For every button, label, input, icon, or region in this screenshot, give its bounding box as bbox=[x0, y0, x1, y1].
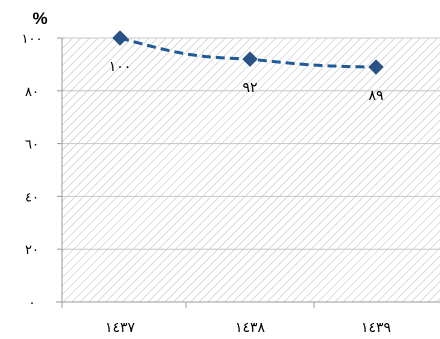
y-tick-label: ١٠٠ bbox=[22, 32, 43, 47]
y-tick-label: ٦٠ bbox=[25, 138, 39, 153]
x-tick-labels: ١٤٣٧ ١٤٣٨ ١٤٣٩ bbox=[105, 320, 391, 336]
y-tick-labels: ٠ ٢٠ ٤٠ ٦٠ ٨٠ ١٠٠ bbox=[22, 32, 43, 311]
x-tick-label: ١٤٣٨ bbox=[235, 320, 266, 336]
y-tick-label: ٤٠ bbox=[25, 190, 39, 205]
data-label: ٨٩ bbox=[368, 88, 383, 104]
y-tick-label: ٢٠ bbox=[25, 243, 39, 258]
data-label: ١٠٠ bbox=[109, 59, 132, 75]
y-axis-unit-label: % bbox=[32, 9, 47, 28]
y-tick-label: ٨٠ bbox=[25, 85, 39, 100]
x-tick-label: ١٤٣٧ bbox=[105, 320, 136, 336]
data-point-marker bbox=[112, 30, 128, 46]
plot-area-background bbox=[62, 38, 440, 302]
axes bbox=[56, 37, 440, 308]
x-tick-label: ١٤٣٩ bbox=[361, 320, 391, 336]
y-tick-label: ٠ bbox=[29, 296, 36, 311]
data-point-marker bbox=[242, 51, 258, 67]
data-labels: ١٠٠ ٩٢ ٨٩ bbox=[109, 59, 384, 104]
series-group bbox=[112, 30, 384, 75]
data-label: ٩٢ bbox=[242, 80, 257, 96]
data-point-marker bbox=[368, 59, 384, 75]
